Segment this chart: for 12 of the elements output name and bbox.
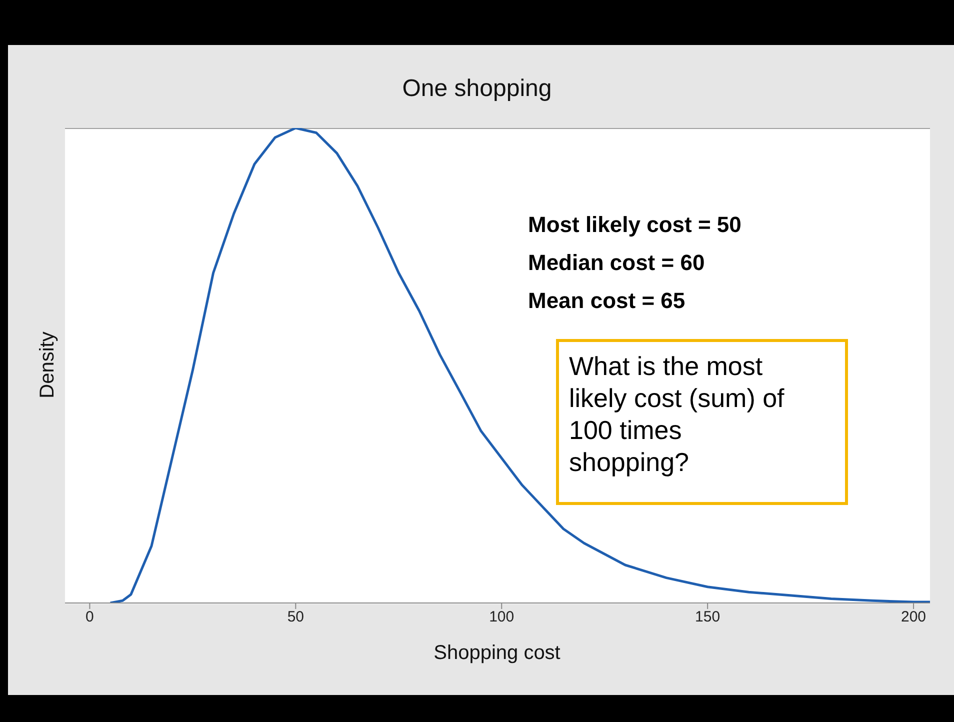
annotation: Mean cost = 65 bbox=[528, 288, 686, 314]
x-tick-label: 200 bbox=[901, 608, 926, 626]
x-tick-label: 150 bbox=[695, 608, 720, 626]
annotation: Median cost = 60 bbox=[528, 250, 705, 276]
annotation: Most likely cost = 50 bbox=[528, 212, 742, 238]
x-axis-title: Shopping cost bbox=[432, 642, 562, 665]
x-tick-label: 50 bbox=[287, 608, 304, 626]
text-box: What is the most likely cost (sum) of 100 times shopping? bbox=[556, 339, 848, 505]
chart-title: One shopping bbox=[401, 75, 553, 103]
y-axis-title: Density bbox=[36, 332, 60, 398]
x-tick-label: 0 bbox=[86, 608, 94, 626]
x-tick-label: 100 bbox=[489, 608, 514, 626]
